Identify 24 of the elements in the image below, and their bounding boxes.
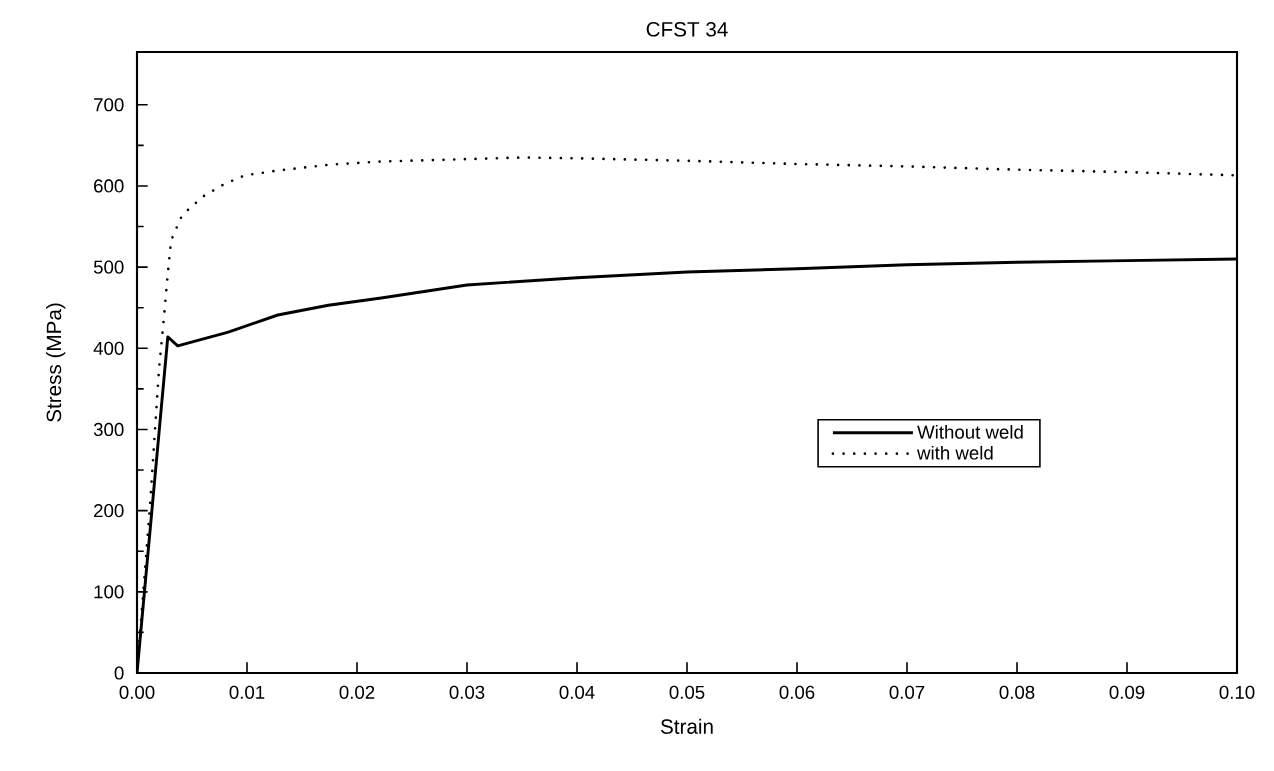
x-tick-label: 0.02: [339, 685, 375, 699]
x-tick-label: 0.04: [559, 685, 595, 699]
y-tick-label: 300: [93, 422, 124, 437]
chart-title: CFST 34: [646, 21, 728, 37]
y-axis-title: Stress (MPa): [46, 303, 66, 422]
x-tick-label: 0.08: [999, 685, 1035, 699]
x-tick-label: 0.03: [449, 685, 485, 699]
legend-label: Without weld: [917, 425, 1023, 439]
y-tick-label: 700: [94, 98, 124, 112]
y-tick-label: 600: [94, 179, 124, 193]
x-tick-label: 0.10: [1219, 685, 1255, 699]
x-axis-title: Strain: [660, 718, 713, 734]
y-tick-label: 100: [94, 585, 124, 599]
y-tick-label: 500: [93, 260, 124, 274]
x-tick-label: 0.09: [1109, 685, 1145, 699]
x-tick-label: 0.06: [779, 685, 815, 699]
y-tick-label: 200: [94, 504, 124, 518]
x-tick-label: 0.00: [119, 685, 155, 699]
x-tick-label: 0.01: [229, 685, 265, 699]
x-tick-label: 0.07: [889, 685, 925, 699]
legend-label: with weld: [917, 445, 993, 460]
y-tick-label: 400: [93, 341, 124, 355]
x-tick-label: 0.05: [669, 685, 705, 699]
y-tick-label: 0: [114, 666, 124, 680]
